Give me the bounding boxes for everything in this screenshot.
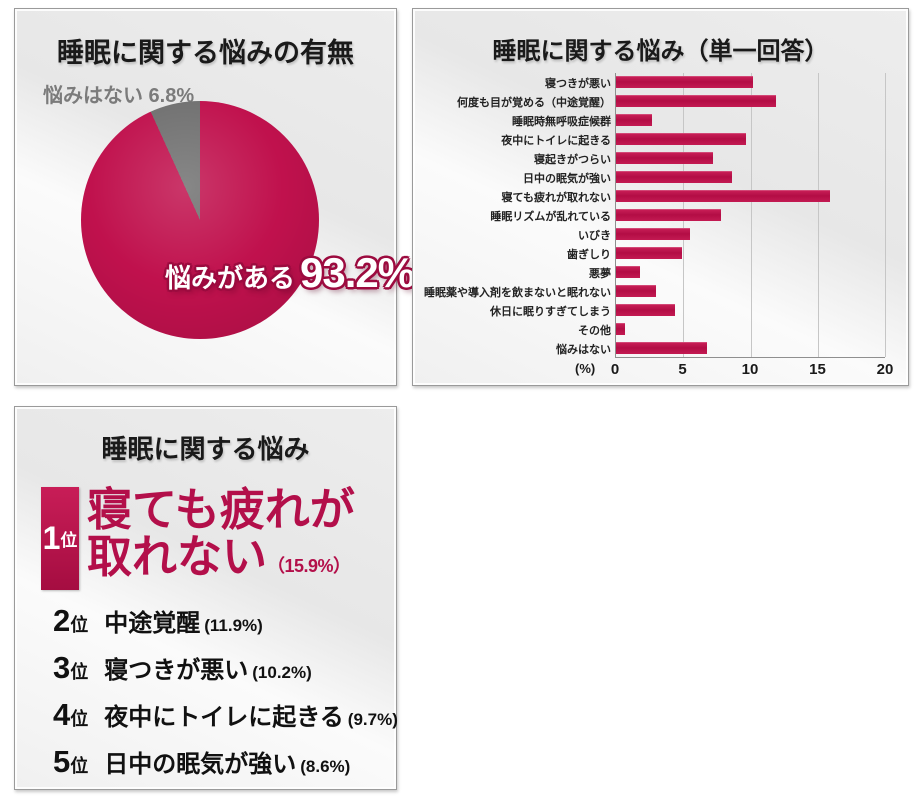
bar-row [616,281,885,300]
bar [616,209,721,222]
bar [616,265,641,278]
rank-label: 寝つきが悪い [104,657,249,684]
rank-list: 2 位中途覚醒 (11.9%) 3 位寝つきが悪い (10.2%) 4 位夜中にトイレに起きる… [53,603,398,780]
bar-row [616,225,885,244]
bar [616,322,626,335]
bar [616,114,653,127]
bar [616,341,708,354]
bar-category-label: 悪夢 [589,267,611,280]
bar [616,171,732,184]
bar-category-label: 何度も目が覚める（中途覚醒） [457,96,611,109]
bar-category-label: 睡眠リズムが乱れている [490,210,611,223]
x-tick: 20 [876,361,894,378]
rank-label: 中途覚醒 [104,610,201,637]
bar-row [616,149,885,168]
gridline [885,73,886,357]
bar-category-label: 寝ても疲れが取れない [501,191,611,204]
bar-panel-title: 睡眠に関する悩み（単一回答） [492,38,829,65]
bar-chart-panel: 睡眠に関する悩み（単一回答） 寝つきが悪い何度も目が覚める（中途覚醒） 睡眠時無呼… [412,8,909,386]
bar [616,133,747,146]
rank-suffix: 位 [70,756,89,776]
bar-category-label: 歯ぎしり [567,248,611,261]
rank-suffix: 位 [70,709,89,729]
rank-1-line1: 寝ても疲れが [87,484,355,535]
rank-row: 2 位中途覚醒 (11.9%) [53,603,386,639]
pie-has-worry-label: 悩みがある 93.2% [165,249,415,297]
rank-suffix: 位 [70,662,89,682]
x-tick: 0 [610,361,620,378]
rank-row: 5 位日中の眠気が強い (8.6%) [53,744,386,780]
pie-no-worry-label: 悩みはない 6.8% [43,85,195,107]
rank-percent: (9.7%) [347,710,398,729]
bar-row [616,73,885,92]
bar-plot-area [615,73,886,358]
rank-1-label: 寝ても疲れが 取れない（15.9%） [87,484,355,582]
ranking-panel-title: 睡眠に関する悩み [101,434,310,464]
rank-label: 夜中にトイレに起きる [104,704,344,731]
bar [616,76,754,89]
rank-suffix: 位 [70,615,89,635]
bar [616,95,777,108]
bar [616,284,657,297]
x-tick: 5 [678,361,687,378]
x-axis-unit-label: (%) [575,361,596,376]
rank-row: 3 位寝つきが悪い (10.2%) [53,650,386,686]
bar-row [616,319,885,338]
bar-row [616,206,885,225]
bar [616,303,676,316]
rank-number: 4 [53,697,71,732]
bar-category-label: 日中の眠気が強い [523,172,611,185]
x-tick: 15 [809,361,826,378]
bar-row [616,338,885,357]
rank-number: 5 [53,744,71,779]
bar-row [616,92,885,111]
bar [616,152,713,165]
bar [616,246,682,259]
bar-category-label: 夜中にトイレに起きる [501,134,611,147]
pie-has-worry-text: 悩みがある [165,263,296,293]
rank-percent: (11.9%) [204,616,263,635]
pie-panel-title: 睡眠に関する悩みの有無 [57,38,354,68]
bar-row [616,300,885,319]
bar-category-label: 睡眠時無呼吸症候群 [512,115,611,128]
bar-category-label: いびき [578,229,611,242]
bar [616,227,690,240]
bar-category-label: その他 [578,324,611,337]
rank-1-suffix: 位 [60,531,78,550]
pie-chart-panel: 睡眠に関する悩みの有無 悩みはない 6.8% 悩みがある 93.2% [14,8,415,386]
bar-row [616,262,885,281]
rank-1-number: 1 [42,520,61,556]
bar-row [616,187,885,206]
bar-category-label: 寝つきが悪い [545,77,611,90]
gridline [750,73,752,357]
rank-row: 4 位夜中にトイレに起きる (9.7%) [53,697,398,733]
rank-percent: (10.2%) [252,663,312,682]
bar [616,190,830,203]
bar-category-label: 睡眠薬や導入剤を飲まないと眠れない [424,286,611,299]
bar-category-label: 休日に眠りすぎてしまう [490,305,611,318]
bar-category-label: 寝起きがつらい [534,153,611,166]
pie-chart [81,101,319,339]
bar-row [616,111,885,130]
bar-row [616,168,885,187]
pie-has-worry-value: 93.2% [300,249,415,296]
bar-row [616,130,885,149]
x-tick: 10 [741,361,759,378]
rank-percent: (8.6%) [300,757,351,776]
rank-label: 日中の眠気が強い [104,751,297,778]
bar-labels: 寝つきが悪い 何度も目が覚める（中途覚醒） 睡眠時無呼吸症候群 夜中にトイレに起きる寝… [421,73,611,358]
rank-number: 3 [53,650,71,685]
rank-1-line2: 取れない [87,530,268,582]
bar-rows [616,73,885,357]
rank-number: 2 [53,603,71,638]
x-axis-ticks: (%) 0 5 10 15 20 [575,361,893,379]
rank-1-percent: （15.9%） [267,555,351,576]
bar-category-label: 悩みはない [556,343,611,356]
gridline [817,73,819,357]
bar-row [616,243,885,262]
